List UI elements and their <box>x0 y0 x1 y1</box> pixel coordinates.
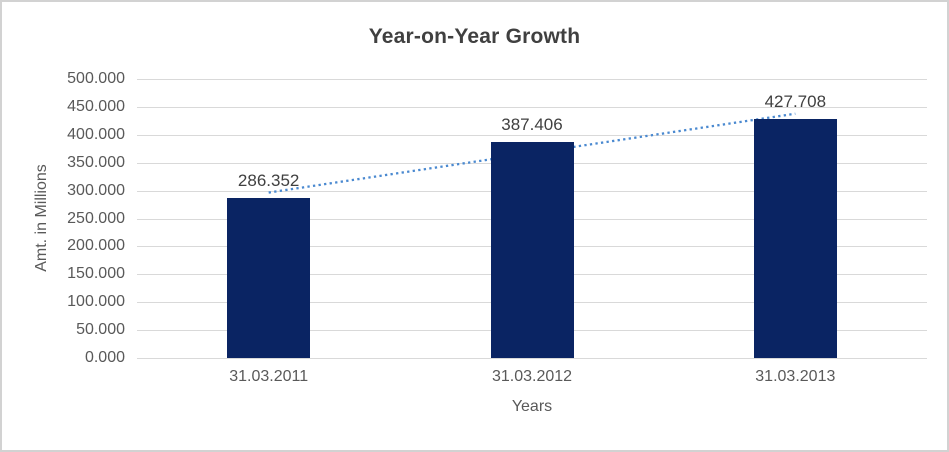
y-tick-label: 350.000 <box>67 153 125 171</box>
gridline <box>137 106 927 108</box>
y-tick-label: 50.000 <box>76 321 125 339</box>
plot-area: 286.352 387.406 427.708 <box>137 79 927 359</box>
y-tick-label: 100.000 <box>67 293 125 311</box>
y-axis-tick-labels: 500.000 450.000 400.000 350.000 300.000 250.0… <box>2 2 135 450</box>
x-tick-label: 31.03.2013 <box>755 368 836 385</box>
x-axis-tick-labels: 31.03.2011 31.03.2012 31.03.2013 <box>137 368 927 388</box>
trendline <box>268 112 796 194</box>
y-tick-label: 300.000 <box>67 181 125 199</box>
data-label: 286.352 <box>237 171 300 191</box>
bar <box>227 198 311 358</box>
y-tick-label: 200.000 <box>67 237 125 255</box>
chart-title: Year-on-Year Growth <box>368 25 581 48</box>
gridline <box>137 134 927 136</box>
bar <box>753 119 837 358</box>
y-tick-label: 150.000 <box>67 265 125 283</box>
x-tick-label: 31.03.2011 <box>229 368 309 385</box>
y-tick-label: 500.000 <box>67 70 125 87</box>
data-label: 387.406 <box>501 114 563 134</box>
bar <box>490 141 574 358</box>
x-axis-title: Years <box>511 398 553 415</box>
gridline <box>137 79 927 80</box>
data-label: 427.708 <box>764 92 827 112</box>
y-tick-label: 400.000 <box>67 125 125 143</box>
trendline-path <box>268 112 796 194</box>
y-tick-label: 250.000 <box>67 209 125 227</box>
gridline <box>137 358 927 359</box>
x-tick-label: 31.03.2012 <box>491 368 573 385</box>
y-tick-label: 450.000 <box>67 97 125 115</box>
y-tick-label: 0.000 <box>84 349 125 366</box>
